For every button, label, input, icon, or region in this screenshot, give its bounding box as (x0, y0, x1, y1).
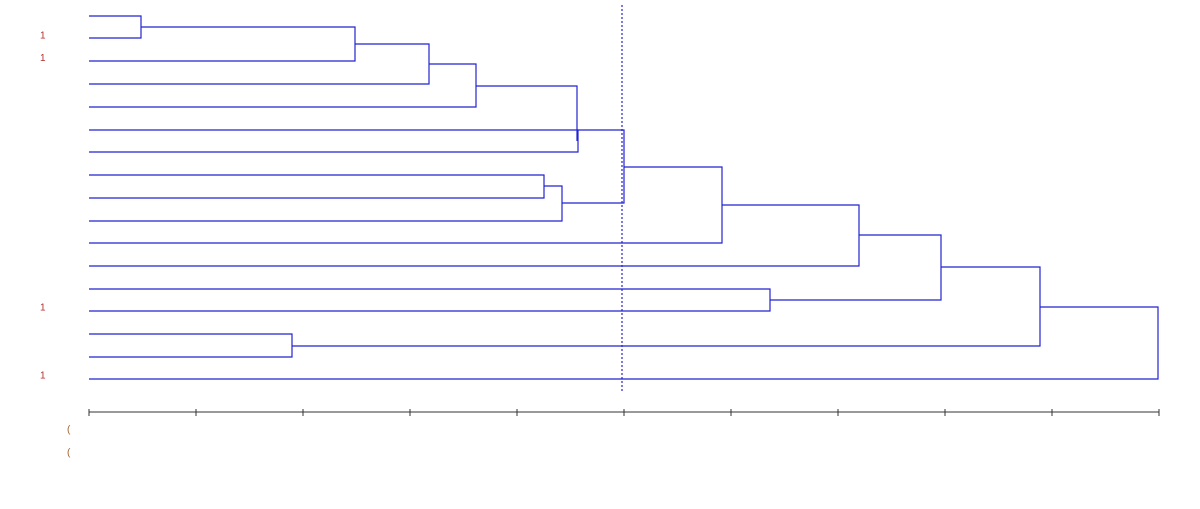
branch (89, 185, 563, 222)
axis (88, 409, 1160, 416)
branch (89, 26, 356, 62)
branch (89, 129, 579, 153)
branch (89, 306, 1159, 380)
branch (89, 15, 142, 39)
branch (89, 63, 477, 108)
leaf-label: 1 (40, 303, 46, 314)
footer-label: ( (67, 425, 71, 436)
footer-labels: (( (67, 425, 71, 459)
leaf-label: 1 (40, 371, 46, 382)
branch (89, 333, 293, 358)
footer-label: ( (67, 448, 71, 459)
branch (89, 166, 723, 244)
branch (770, 234, 942, 301)
branch (89, 174, 545, 199)
leaf-label: 1 (40, 53, 46, 64)
branch (89, 43, 430, 85)
branch (562, 129, 625, 204)
branch (89, 288, 771, 312)
leaf-label: 1 (40, 30, 46, 41)
branch (292, 266, 1041, 347)
branch (476, 85, 578, 141)
leaf-labels: 1 1 1 1 (40, 30, 46, 381)
branch (89, 204, 860, 267)
dendrogram (89, 15, 1159, 380)
